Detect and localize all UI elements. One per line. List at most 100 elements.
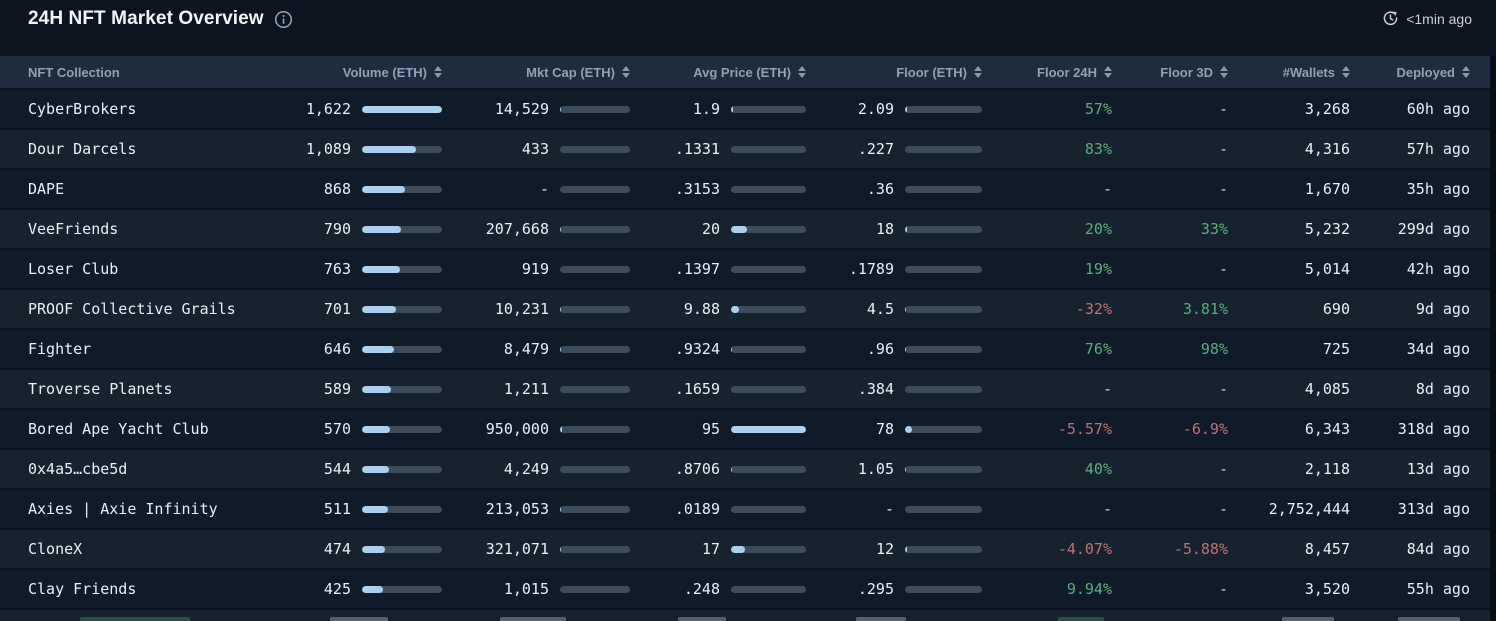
deployed-age: 299d ago bbox=[1397, 220, 1470, 238]
sort-icon[interactable] bbox=[1220, 66, 1228, 78]
volume-bar bbox=[362, 465, 442, 473]
page-title: 24H NFT Market Overview bbox=[28, 8, 264, 29]
collection-name: Troverse Planets bbox=[28, 380, 173, 398]
mkt-cap-value: 8,479 bbox=[503, 340, 549, 358]
table-row[interactable]: Loser Club 763 919 .1397 .1789 19% - 5,0… bbox=[0, 248, 1496, 288]
collection-name: DAPE bbox=[28, 180, 65, 198]
column-header-mkt-cap-eth[interactable]: Mkt Cap (ETH) bbox=[442, 65, 630, 80]
mkt-cap-bar bbox=[560, 545, 630, 553]
mkt-cap-value: 433 bbox=[521, 140, 549, 158]
mkt-cap-value: 1,211 bbox=[503, 380, 549, 398]
column-header-deployed[interactable]: Deployed bbox=[1350, 65, 1470, 80]
table-row[interactable]: Axies | Axie Infinity 511 213,053 .0189 … bbox=[0, 488, 1496, 528]
volume-bar-fill bbox=[362, 545, 386, 553]
mkt-cap-bar-fill bbox=[560, 225, 562, 233]
floor-24h-change: 20% bbox=[1084, 220, 1112, 238]
avg-price-bar bbox=[731, 185, 806, 193]
sort-icon[interactable] bbox=[798, 66, 806, 78]
title-bar: 24H NFT Market Overview <1min ago bbox=[0, 0, 1496, 56]
avg-price-bar bbox=[731, 265, 806, 273]
table-row[interactable]: PROOF Collective Grails 701 10,231 9.88 … bbox=[0, 288, 1496, 328]
column-header-avg-price-eth[interactable]: Avg Price (ETH) bbox=[630, 65, 806, 80]
table-row-clipped bbox=[0, 608, 1496, 621]
volume-bar-fill bbox=[362, 465, 390, 473]
floor-bar-fill bbox=[905, 545, 907, 553]
column-header-label: Mkt Cap (ETH) bbox=[526, 64, 615, 80]
sort-icon[interactable] bbox=[1342, 66, 1350, 78]
deployed-age: 34d ago bbox=[1406, 340, 1470, 358]
sort-up-arrow-icon bbox=[798, 66, 806, 71]
floor-24h-change: 83% bbox=[1084, 140, 1112, 158]
sort-down-arrow-icon bbox=[798, 73, 806, 78]
table-row[interactable]: Troverse Planets 589 1,211 .1659 .384 - … bbox=[0, 368, 1496, 408]
column-header-nft-collection: NFT Collection bbox=[28, 65, 272, 80]
floor-bar bbox=[905, 585, 982, 593]
table-row[interactable]: 0x4a5…cbe5d 544 4,249 .8706 1.05 40% - 2… bbox=[0, 448, 1496, 488]
volume-value: 544 bbox=[323, 460, 351, 478]
volume-bar bbox=[362, 225, 442, 233]
table-row[interactable]: VeeFriends 790 207,668 20 18 20% 33% 5,2… bbox=[0, 208, 1496, 248]
wallets-count: 690 bbox=[1322, 300, 1350, 318]
column-header-floor-3d[interactable]: Floor 3D bbox=[1112, 65, 1228, 80]
sort-down-arrow-icon bbox=[1342, 73, 1350, 78]
column-header-label: Floor 3D bbox=[1160, 64, 1213, 80]
floor-bar-fill bbox=[905, 305, 906, 313]
volume-bar bbox=[362, 185, 442, 193]
volume-bar bbox=[362, 305, 442, 313]
mkt-cap-value: 950,000 bbox=[485, 420, 549, 438]
table-row[interactable]: CyberBrokers 1,622 14,529 1.9 2.09 57% -… bbox=[0, 88, 1496, 128]
avg-price-value: 9.88 bbox=[683, 300, 720, 318]
table-row[interactable]: CloneX 474 321,071 17 12 -4.07% -5.88% 8… bbox=[0, 528, 1496, 568]
mkt-cap-bar-fill bbox=[560, 425, 563, 433]
wallets-count: 2,118 bbox=[1304, 460, 1350, 478]
volume-bar-fill bbox=[362, 225, 402, 233]
floor-value: 78 bbox=[875, 420, 894, 438]
mkt-cap-value: 207,668 bbox=[485, 220, 549, 238]
floor-3d-change: -5.88% bbox=[1173, 540, 1228, 558]
volume-bar bbox=[362, 145, 442, 153]
table-header-row: NFT Collection Volume (ETH) Mkt Cap (ETH… bbox=[0, 56, 1496, 88]
floor-bar bbox=[905, 225, 982, 233]
floor-bar bbox=[905, 305, 982, 313]
table-row[interactable]: Dour Darcels 1,089 433 .1331 .227 83% - … bbox=[0, 128, 1496, 168]
column-header-label: #Wallets bbox=[1282, 64, 1335, 80]
avg-price-bar bbox=[731, 145, 806, 153]
deployed-age: 57h ago bbox=[1406, 140, 1470, 158]
avg-price-bar-fill bbox=[731, 305, 739, 313]
avg-price-value: .1331 bbox=[674, 140, 720, 158]
floor-24h-change: - bbox=[1102, 180, 1112, 198]
volume-value: 425 bbox=[323, 580, 351, 598]
table-row[interactable]: DAPE 868 - .3153 .36 - - 1,670 35h ago bbox=[0, 168, 1496, 208]
sort-icon[interactable] bbox=[434, 66, 442, 78]
sort-up-arrow-icon bbox=[1220, 66, 1228, 71]
column-header-wallets[interactable]: #Wallets bbox=[1228, 65, 1350, 80]
floor-3d-change: - bbox=[1218, 100, 1228, 118]
sort-up-arrow-icon bbox=[1462, 66, 1470, 71]
sort-icon[interactable] bbox=[974, 66, 982, 78]
avg-price-value: .1659 bbox=[674, 380, 720, 398]
table-row[interactable]: Bored Ape Yacht Club 570 950,000 95 78 -… bbox=[0, 408, 1496, 448]
wallets-count: 3,520 bbox=[1304, 580, 1350, 598]
floor-value: .96 bbox=[866, 340, 894, 358]
sort-icon[interactable] bbox=[1104, 66, 1112, 78]
floor-24h-change: 76% bbox=[1084, 340, 1112, 358]
avg-price-value: 17 bbox=[701, 540, 720, 558]
volume-bar bbox=[362, 345, 442, 353]
table-row[interactable]: Clay Friends 425 1,015 .248 .295 9.94% -… bbox=[0, 568, 1496, 608]
scrollbar-track[interactable] bbox=[1490, 56, 1496, 621]
collection-name: VeeFriends bbox=[28, 220, 119, 238]
volume-bar-fill bbox=[362, 105, 442, 113]
sort-icon[interactable] bbox=[1462, 66, 1470, 78]
mkt-cap-bar-fill bbox=[560, 345, 561, 353]
column-header-floor-24h[interactable]: Floor 24H bbox=[982, 65, 1112, 80]
floor-3d-change: - bbox=[1218, 380, 1228, 398]
wallets-count: 2,752,444 bbox=[1268, 500, 1350, 518]
sort-icon[interactable] bbox=[622, 66, 630, 78]
wallets-count: 3,268 bbox=[1304, 100, 1350, 118]
mkt-cap-bar-fill bbox=[560, 545, 562, 553]
table-row[interactable]: Fighter 646 8,479 .9324 .96 76% 98% 725 … bbox=[0, 328, 1496, 368]
column-header-floor-eth[interactable]: Floor (ETH) bbox=[806, 65, 982, 80]
wallets-count: 6,343 bbox=[1304, 420, 1350, 438]
info-icon[interactable] bbox=[274, 10, 293, 29]
column-header-volume-eth[interactable]: Volume (ETH) bbox=[272, 65, 442, 80]
